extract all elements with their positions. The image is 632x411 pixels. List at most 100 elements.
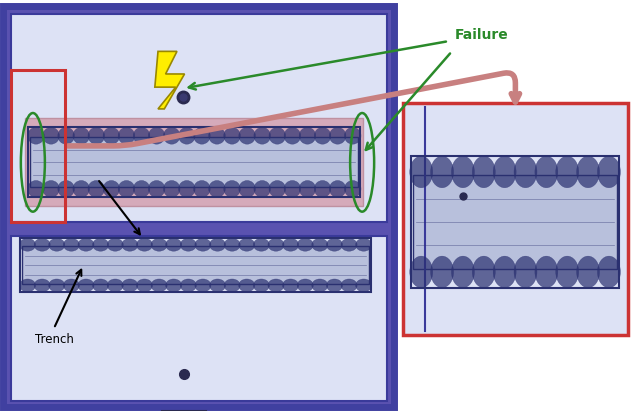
Ellipse shape xyxy=(341,238,357,251)
Ellipse shape xyxy=(103,180,119,197)
Bar xyxy=(3,6,394,407)
Ellipse shape xyxy=(451,156,475,188)
Ellipse shape xyxy=(151,279,167,292)
Ellipse shape xyxy=(493,256,516,288)
Ellipse shape xyxy=(164,180,180,197)
Ellipse shape xyxy=(253,279,269,292)
Ellipse shape xyxy=(329,180,346,197)
Ellipse shape xyxy=(209,279,226,292)
Ellipse shape xyxy=(239,238,255,251)
Ellipse shape xyxy=(344,127,361,144)
Ellipse shape xyxy=(63,238,80,251)
Ellipse shape xyxy=(49,279,65,292)
Ellipse shape xyxy=(299,180,316,197)
Ellipse shape xyxy=(268,238,284,251)
Ellipse shape xyxy=(195,279,211,292)
Ellipse shape xyxy=(209,127,225,144)
Bar xyxy=(30,137,358,187)
Text: Failure: Failure xyxy=(455,28,509,42)
Ellipse shape xyxy=(78,238,94,251)
Ellipse shape xyxy=(410,256,433,288)
Ellipse shape xyxy=(88,127,105,144)
Ellipse shape xyxy=(107,238,123,251)
Ellipse shape xyxy=(180,279,197,292)
Ellipse shape xyxy=(34,238,50,251)
Ellipse shape xyxy=(58,180,75,197)
Ellipse shape xyxy=(118,180,135,197)
Ellipse shape xyxy=(193,127,210,144)
Bar xyxy=(20,238,371,292)
Ellipse shape xyxy=(92,279,109,292)
Ellipse shape xyxy=(195,238,211,251)
Ellipse shape xyxy=(178,180,195,197)
Ellipse shape xyxy=(356,279,372,292)
Ellipse shape xyxy=(254,127,270,144)
Ellipse shape xyxy=(58,127,75,144)
Ellipse shape xyxy=(224,279,240,292)
Ellipse shape xyxy=(284,180,301,197)
Bar xyxy=(413,175,617,269)
Ellipse shape xyxy=(137,279,152,292)
Ellipse shape xyxy=(63,279,80,292)
Ellipse shape xyxy=(209,238,226,251)
Ellipse shape xyxy=(28,127,44,144)
Ellipse shape xyxy=(149,127,165,144)
Ellipse shape xyxy=(269,127,286,144)
Ellipse shape xyxy=(329,127,346,144)
Text: Trench: Trench xyxy=(35,332,74,346)
Ellipse shape xyxy=(164,127,180,144)
Ellipse shape xyxy=(299,127,316,144)
Bar xyxy=(22,246,369,284)
Ellipse shape xyxy=(597,256,621,288)
Ellipse shape xyxy=(49,238,65,251)
Ellipse shape xyxy=(535,156,558,188)
Ellipse shape xyxy=(430,256,454,288)
Ellipse shape xyxy=(20,279,35,292)
Ellipse shape xyxy=(514,256,537,288)
Ellipse shape xyxy=(344,180,361,197)
Ellipse shape xyxy=(178,127,195,144)
Ellipse shape xyxy=(34,279,50,292)
Ellipse shape xyxy=(43,127,59,144)
Ellipse shape xyxy=(597,156,621,188)
Ellipse shape xyxy=(314,127,331,144)
Ellipse shape xyxy=(133,180,150,197)
Bar xyxy=(28,127,360,197)
Bar xyxy=(403,103,628,335)
Ellipse shape xyxy=(103,127,119,144)
FancyArrowPatch shape xyxy=(68,73,520,146)
Ellipse shape xyxy=(224,238,240,251)
Ellipse shape xyxy=(166,238,182,251)
Ellipse shape xyxy=(137,238,152,251)
Bar xyxy=(11,70,65,222)
Ellipse shape xyxy=(514,156,537,188)
Ellipse shape xyxy=(283,279,299,292)
Ellipse shape xyxy=(239,127,255,144)
Ellipse shape xyxy=(166,279,182,292)
Ellipse shape xyxy=(28,180,44,197)
Ellipse shape xyxy=(356,238,372,251)
Ellipse shape xyxy=(269,180,286,197)
Polygon shape xyxy=(155,51,185,109)
Bar xyxy=(411,156,619,288)
Bar xyxy=(11,14,387,222)
Ellipse shape xyxy=(472,256,495,288)
Ellipse shape xyxy=(239,180,255,197)
Ellipse shape xyxy=(297,279,313,292)
Ellipse shape xyxy=(472,156,495,188)
Ellipse shape xyxy=(268,279,284,292)
Ellipse shape xyxy=(78,279,94,292)
Ellipse shape xyxy=(73,180,90,197)
Bar xyxy=(25,118,363,206)
Ellipse shape xyxy=(149,180,165,197)
Ellipse shape xyxy=(326,279,343,292)
Ellipse shape xyxy=(556,256,579,288)
Ellipse shape xyxy=(224,180,240,197)
Ellipse shape xyxy=(88,180,105,197)
Ellipse shape xyxy=(118,127,135,144)
Ellipse shape xyxy=(556,156,579,188)
Ellipse shape xyxy=(253,238,269,251)
Ellipse shape xyxy=(314,180,331,197)
Ellipse shape xyxy=(193,180,210,197)
Ellipse shape xyxy=(224,127,240,144)
